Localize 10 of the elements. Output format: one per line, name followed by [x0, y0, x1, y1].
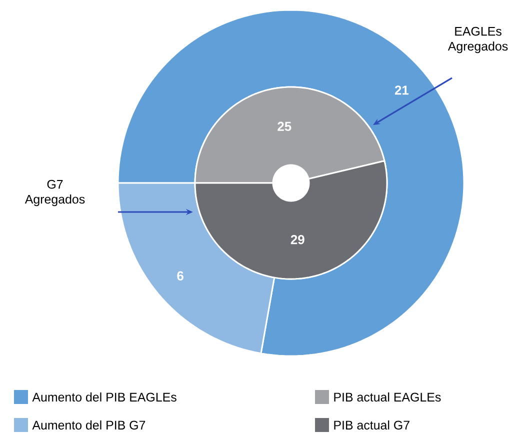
text: EAGLEs Agregados	[448, 26, 508, 54]
legend-label: PIB actual G7	[334, 420, 410, 430]
data-label: 6	[177, 271, 184, 280]
legend-label: Aumento del PIB G7	[32, 420, 146, 430]
data-label: 25	[278, 122, 292, 131]
text: G7 Agregados	[24, 180, 85, 206]
data-label: 21	[394, 86, 409, 95]
legend-label: PIB actual EAGLEs	[334, 392, 441, 402]
data-label: 29	[290, 235, 304, 244]
legend-label: Aumento del PIB EAGLEs	[32, 392, 176, 402]
